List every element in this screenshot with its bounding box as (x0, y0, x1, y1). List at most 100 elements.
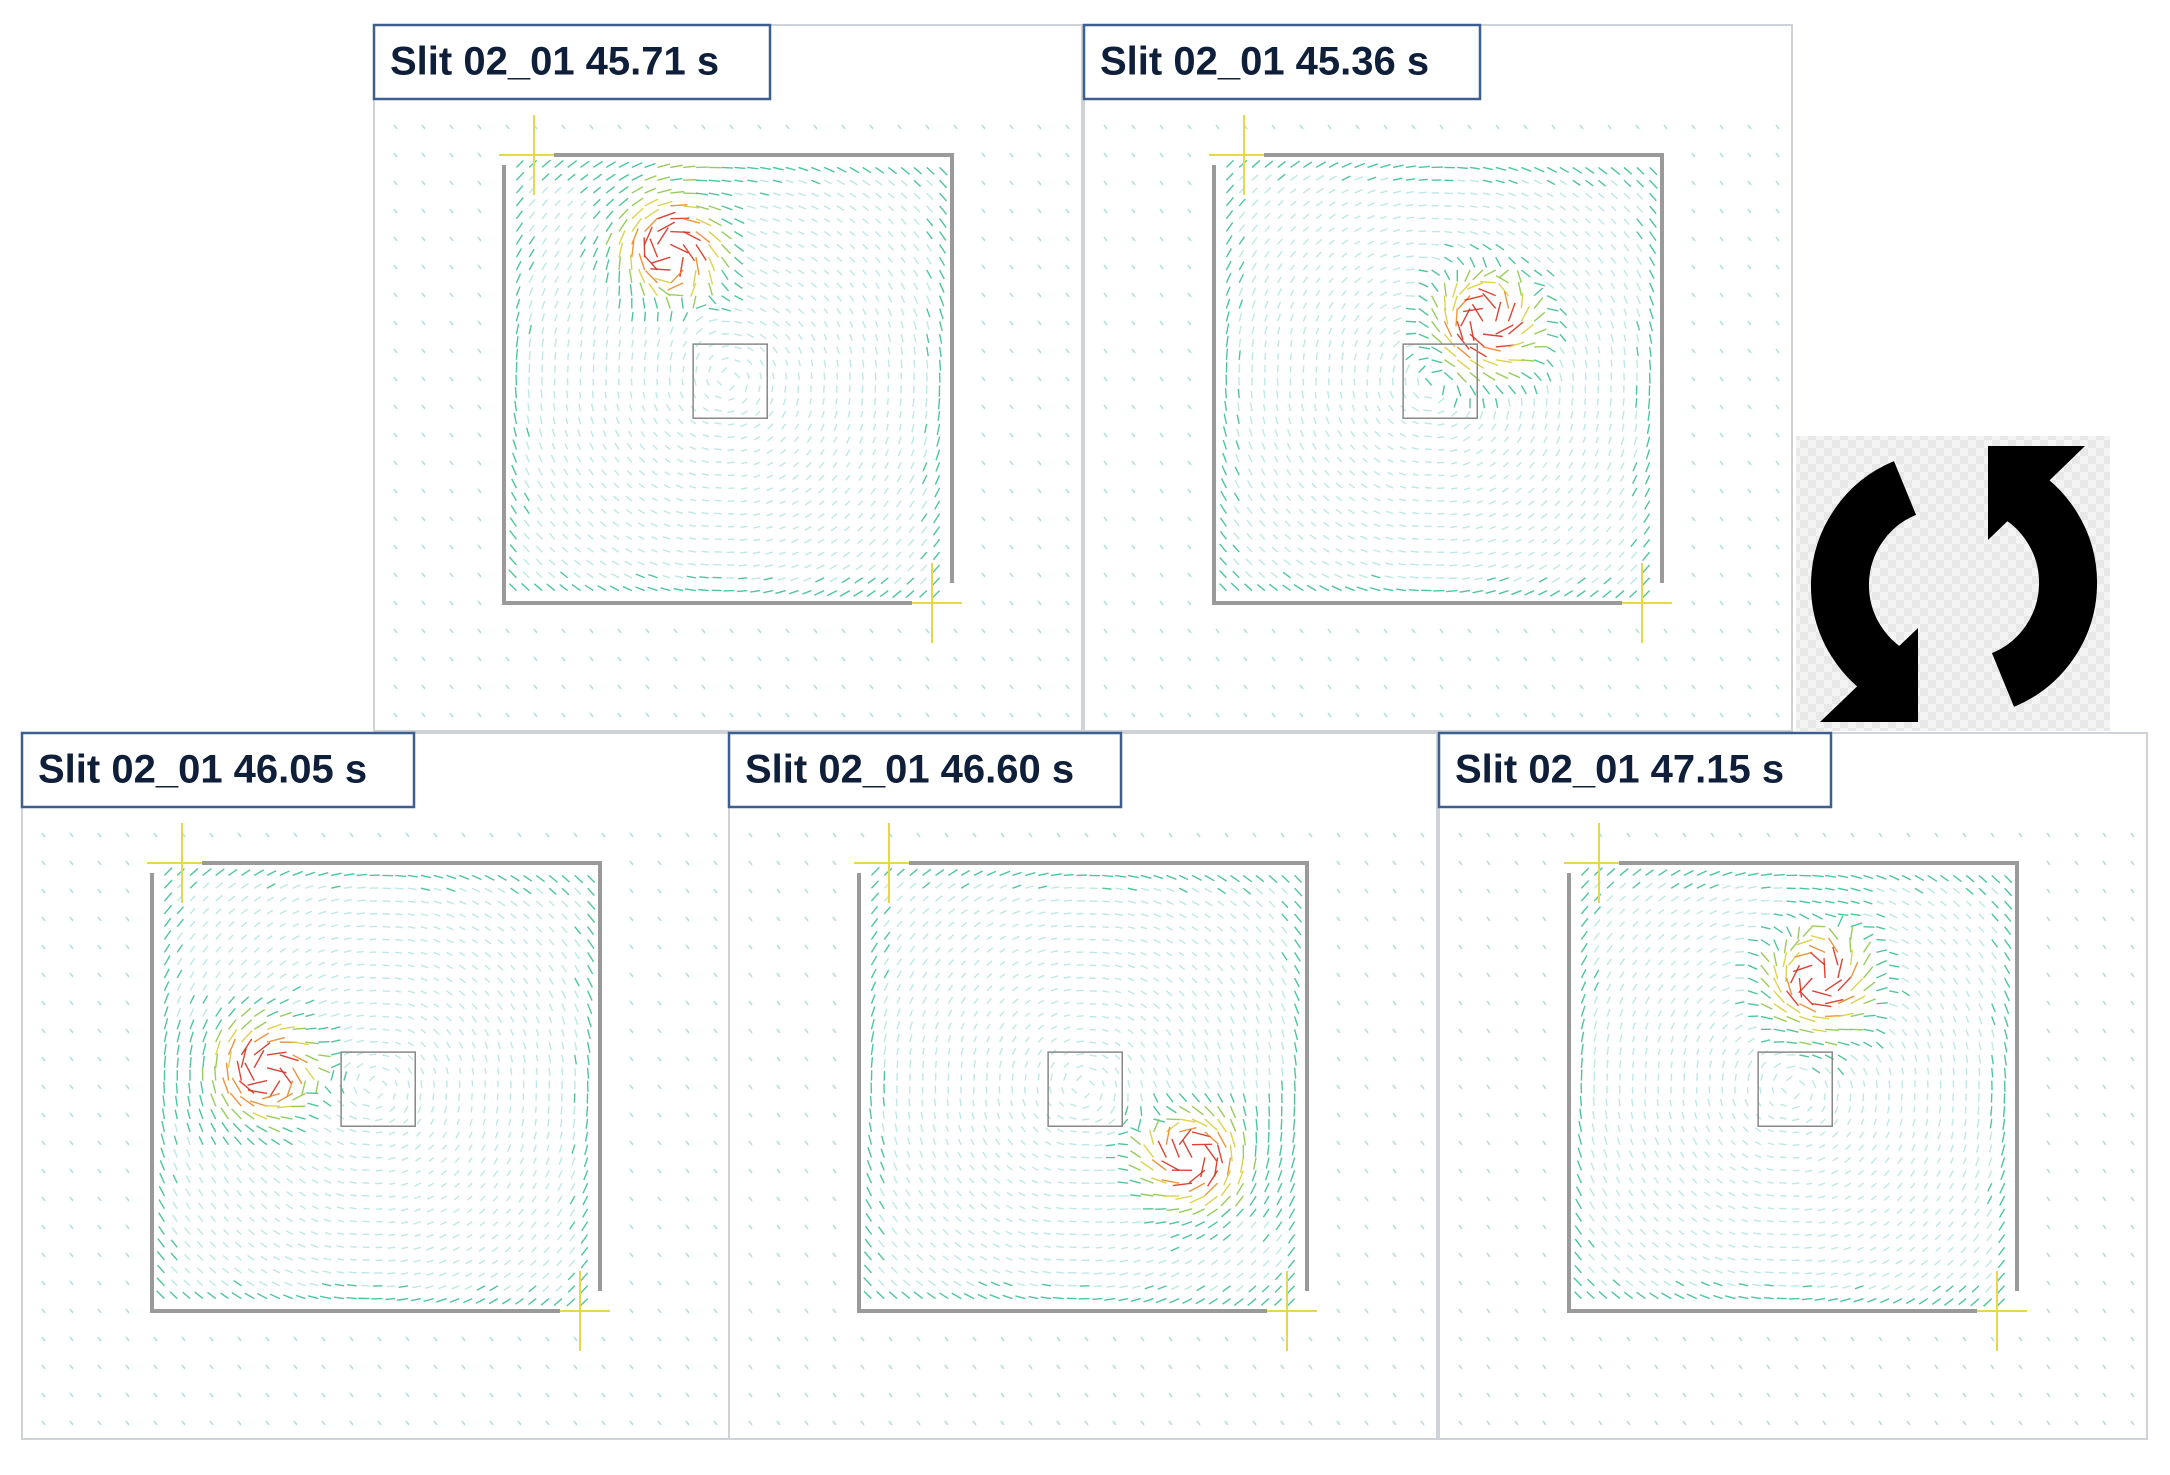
flow-vector (305, 999, 315, 1005)
flow-vector (318, 1013, 328, 1018)
flow-vector (176, 906, 185, 915)
far-vector (1775, 684, 1780, 690)
flow-vector (324, 1085, 332, 1094)
flow-vector (759, 179, 769, 183)
flow-vector (660, 587, 671, 592)
flow-vector (505, 1221, 512, 1227)
flow-vector (753, 461, 761, 466)
flow-vector (535, 900, 544, 908)
far-vector (617, 628, 622, 634)
flow-vector (283, 1294, 293, 1300)
far-vector (237, 1420, 242, 1426)
flow-vector (1636, 256, 1643, 266)
far-vector (1065, 404, 1070, 410)
far-vector (925, 712, 930, 718)
far-vector (1364, 832, 1369, 838)
flow-vector (261, 1164, 268, 1171)
far-vector (657, 832, 662, 838)
far-vector (1065, 124, 1070, 130)
flow-vector (435, 1297, 447, 1303)
flow-vector (1519, 410, 1523, 419)
far-vector (1065, 264, 1070, 270)
flow-vector (215, 983, 222, 992)
flow-vector (831, 500, 838, 506)
far-vector (1411, 684, 1416, 690)
flow-vector (1354, 290, 1360, 297)
far-vector (517, 1420, 522, 1426)
flow-vector (1246, 533, 1253, 540)
flow-vector (484, 874, 495, 881)
flow-vector (493, 1182, 499, 1189)
flow-vector (1418, 320, 1429, 329)
far-vector (449, 544, 454, 550)
flow-vector (611, 547, 620, 553)
flow-vector (1323, 482, 1330, 489)
flow-vector (740, 448, 748, 452)
far-vector (1131, 292, 1136, 298)
flow-vector (998, 1047, 1003, 1056)
far-vector (1775, 460, 1780, 466)
flow-vector (1409, 576, 1419, 579)
flow-vector (235, 1229, 242, 1235)
flow-vector (900, 166, 911, 175)
flow-vector (1648, 346, 1652, 357)
flow-vector (1012, 935, 1020, 941)
flow-vector (541, 224, 548, 232)
flow-vector (349, 1142, 357, 1146)
flow-vector (900, 218, 907, 225)
far-vector (629, 1196, 634, 1202)
flow-vector (160, 1133, 166, 1145)
flow-vector (1531, 410, 1535, 419)
flow-vector (605, 259, 610, 271)
flow-vector (1399, 446, 1407, 451)
flow-vector (785, 243, 793, 249)
flow-vector (882, 513, 889, 521)
flow-vector (870, 905, 879, 915)
flow-vector (407, 926, 416, 929)
flow-vector (999, 1011, 1005, 1017)
flow-vector (522, 544, 530, 553)
flow-vector (913, 295, 919, 304)
flow-vector (665, 418, 671, 425)
flow-vector (1636, 179, 1644, 188)
far-vector (1271, 656, 1276, 662)
flow-vector (1272, 534, 1279, 540)
flow-vector (895, 538, 902, 546)
flow-vector (236, 1177, 242, 1184)
far-vector (41, 1056, 46, 1062)
flow-vector (1546, 230, 1554, 237)
far-vector (776, 860, 781, 866)
flow-vector (947, 934, 955, 941)
flow-vector (523, 558, 530, 566)
flow-vector (868, 564, 876, 571)
flow-vector (734, 230, 744, 238)
far-vector (804, 944, 809, 950)
flow-vector (1594, 462, 1599, 469)
flow-vector (401, 1156, 409, 1161)
flow-vector (176, 995, 182, 1004)
far-vector (1551, 656, 1556, 662)
flow-vector (797, 320, 804, 328)
flow-vector (870, 500, 877, 507)
far-vector (841, 684, 846, 690)
flow-vector (1558, 398, 1561, 405)
flow-vector (580, 1259, 589, 1269)
far-vector (629, 1252, 634, 1258)
flow-vector (559, 583, 569, 592)
flow-vector (585, 1106, 589, 1117)
flow-vector (215, 1053, 219, 1068)
flow-vector (522, 1067, 526, 1075)
flow-vector (174, 1109, 178, 1120)
flow-vector (921, 474, 928, 485)
flow-vector (1597, 243, 1604, 250)
far-vector (1420, 972, 1425, 978)
flow-vector (463, 1297, 473, 1304)
far-vector (1467, 656, 1472, 662)
panel-label: Slit 02_01 45.71 s (390, 40, 719, 84)
flow-vector (1533, 179, 1542, 185)
flow-vector (171, 1227, 178, 1235)
far-vector (1037, 684, 1042, 690)
flow-vector (938, 346, 942, 358)
flow-vector (922, 1035, 926, 1043)
flow-vector (493, 1157, 499, 1165)
